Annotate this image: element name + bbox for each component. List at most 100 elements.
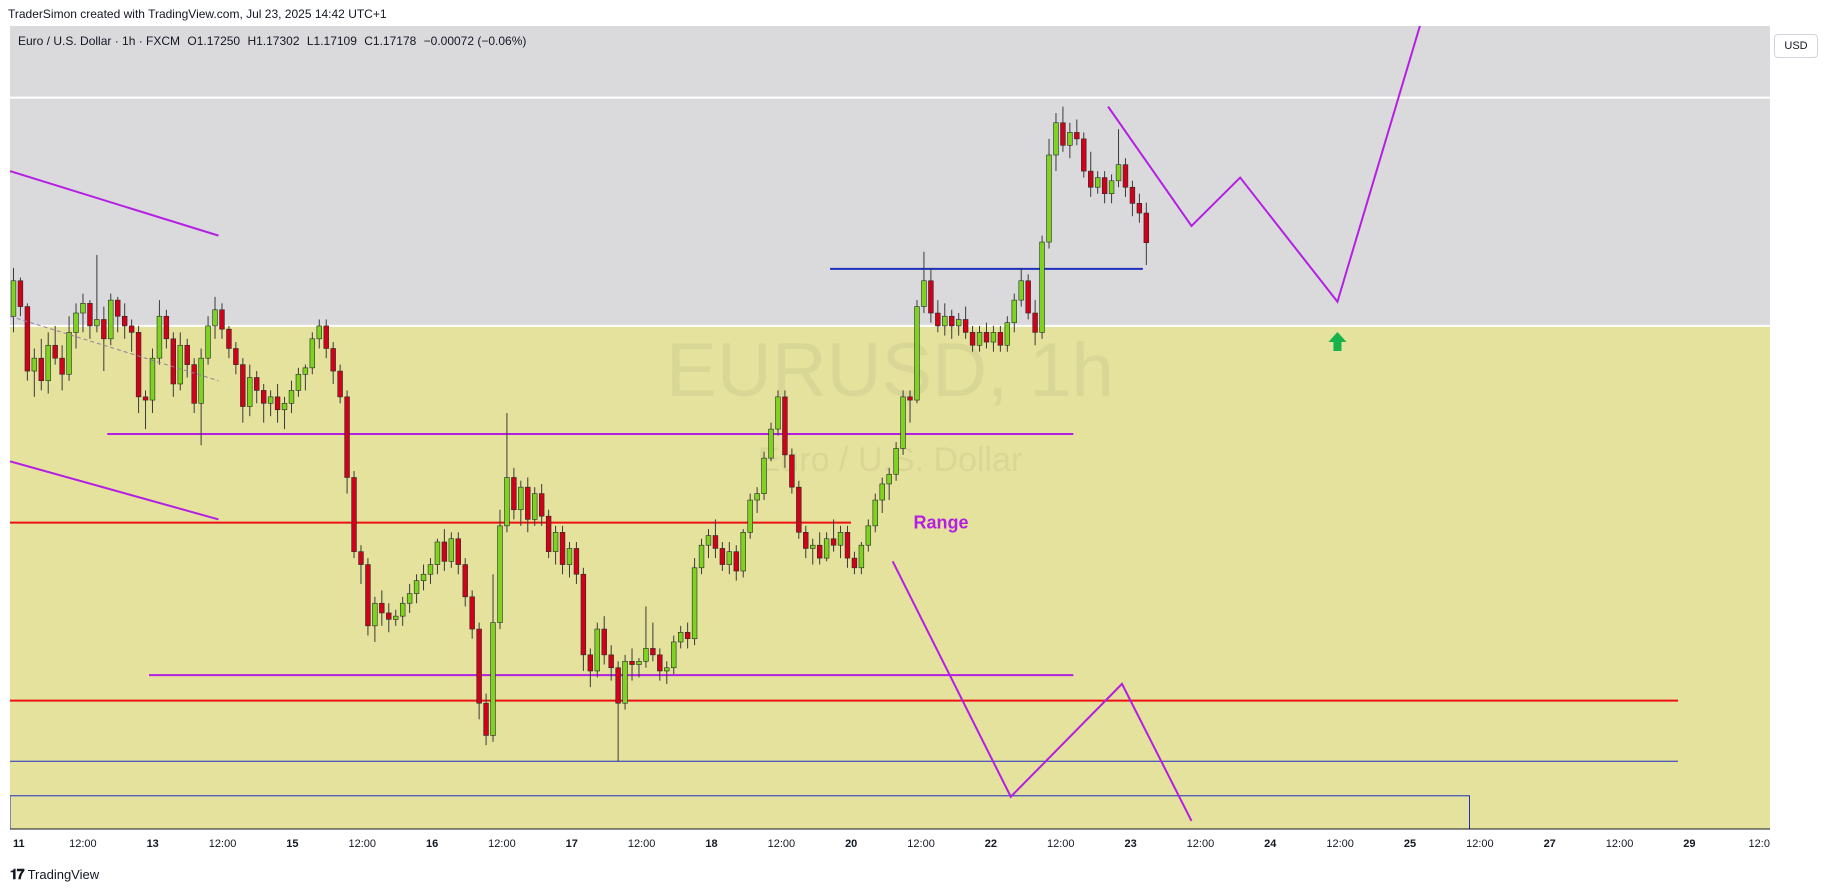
- x-tick-label: 18: [705, 838, 717, 850]
- candle-bull: [108, 299, 114, 340]
- candle-bear: [17, 280, 24, 307]
- candle-bear: [386, 612, 392, 620]
- candle-bull: [177, 344, 183, 385]
- candle-bull: [73, 312, 79, 333]
- chart-caption: TraderSimon created with TradingView.com…: [8, 7, 387, 21]
- x-tick-label: 12:00: [1047, 838, 1075, 850]
- x-tick-label: 12:00: [209, 838, 237, 850]
- candle-bull: [775, 396, 781, 430]
- candle-bear: [1101, 177, 1108, 194]
- trend-line: [10, 170, 219, 237]
- x-tick-label: 11: [13, 838, 25, 850]
- zone-grey: [10, 97, 1770, 326]
- candle-bear: [128, 325, 135, 333]
- candle-bear: [1081, 138, 1087, 172]
- candle-bear: [476, 628, 482, 704]
- candle-bull: [671, 641, 677, 669]
- projection-path: [891, 560, 1193, 822]
- candle-bull: [316, 325, 322, 340]
- candle-bull: [594, 628, 600, 672]
- candle-bear: [358, 551, 364, 565]
- candle-bull: [518, 486, 524, 511]
- candle-bear: [733, 551, 739, 572]
- candle-bear: [469, 596, 475, 630]
- candle-bear: [1032, 312, 1038, 333]
- candle-bull: [976, 332, 983, 346]
- x-tick-label: 17: [566, 838, 578, 850]
- candle-bear: [483, 702, 489, 736]
- candle-bull: [837, 532, 844, 546]
- up-arrow-icon: [1328, 332, 1347, 352]
- candle-bull: [66, 332, 72, 375]
- x-tick-label: 27: [1544, 838, 1556, 850]
- symbol-name[interactable]: Euro / U.S. Dollar · 1h · FXCM: [18, 34, 181, 48]
- x-tick-label: 16: [426, 838, 438, 850]
- candle-bull: [643, 648, 649, 662]
- candle-bear: [525, 486, 531, 520]
- candle-bull: [664, 667, 670, 672]
- candle-bull: [754, 493, 760, 501]
- candle-bull: [747, 499, 753, 533]
- candle-bear: [657, 654, 663, 672]
- tradingview-logo[interactable]: 𝟏𝟕 TradingView: [10, 866, 99, 883]
- candle-bear: [135, 332, 142, 398]
- currency-button[interactable]: USD: [1774, 34, 1818, 58]
- candle-bull: [768, 428, 774, 459]
- candle-bear: [969, 332, 976, 346]
- candle-bear: [684, 631, 691, 640]
- x-tick-label: 12:00: [488, 838, 516, 850]
- time-scale-background: [10, 829, 1770, 856]
- candle-bear: [962, 319, 969, 333]
- candle-bear: [115, 299, 121, 317]
- candle-bull: [1011, 299, 1017, 323]
- candle-bear: [240, 364, 246, 407]
- candle-bull: [1039, 241, 1045, 333]
- candle-bull: [566, 548, 573, 565]
- candle-bull: [914, 306, 920, 401]
- candle-bull: [893, 448, 899, 475]
- candle-bull: [1018, 280, 1024, 301]
- candle-bear: [1025, 280, 1031, 314]
- x-tick-label: 12:00: [1187, 838, 1215, 850]
- candle-bull: [705, 535, 712, 546]
- candle-bear: [1122, 164, 1129, 188]
- candle-bear: [233, 348, 239, 365]
- symbol-legend: Euro / U.S. Dollar · 1h · FXCM O1.17250 …: [18, 34, 530, 48]
- trend-line: [10, 315, 219, 382]
- candle-bull: [295, 373, 302, 391]
- x-tick-label: 12:00: [1606, 838, 1634, 850]
- candle-bear: [344, 396, 350, 478]
- x-tick-label: 15: [286, 838, 298, 850]
- candle-bull: [1067, 132, 1073, 146]
- candle-bear: [274, 396, 281, 411]
- x-tick-label: 13: [147, 838, 159, 850]
- candle-bull: [636, 661, 642, 665]
- candle-bear: [254, 377, 260, 391]
- candle-bull: [872, 499, 878, 527]
- candles-group: [10, 106, 1150, 762]
- candle-bear: [87, 303, 93, 327]
- candle-bull: [288, 390, 295, 404]
- candle-bear: [1143, 212, 1150, 244]
- candle-bull: [761, 457, 767, 494]
- candle-bull: [990, 332, 997, 343]
- candle-bear: [441, 541, 448, 562]
- candle-bull: [212, 309, 218, 327]
- candle-bear: [323, 325, 329, 349]
- candle-bear: [796, 486, 802, 533]
- candle-bear: [573, 548, 580, 575]
- candle-bull: [267, 396, 274, 404]
- candle-bear: [545, 515, 552, 552]
- candle-bull: [622, 661, 628, 704]
- x-tick-label: 12:00: [1326, 838, 1354, 850]
- candle-bear: [260, 390, 267, 404]
- candle-bear: [365, 564, 371, 627]
- candle-bull: [406, 593, 413, 604]
- candle-bull: [10, 280, 17, 317]
- zone-grey-upper: [10, 26, 1770, 98]
- x-tick-label: 12:00: [348, 838, 376, 850]
- x-tick-label: 12:00: [1466, 838, 1494, 850]
- candle-bull: [504, 477, 510, 527]
